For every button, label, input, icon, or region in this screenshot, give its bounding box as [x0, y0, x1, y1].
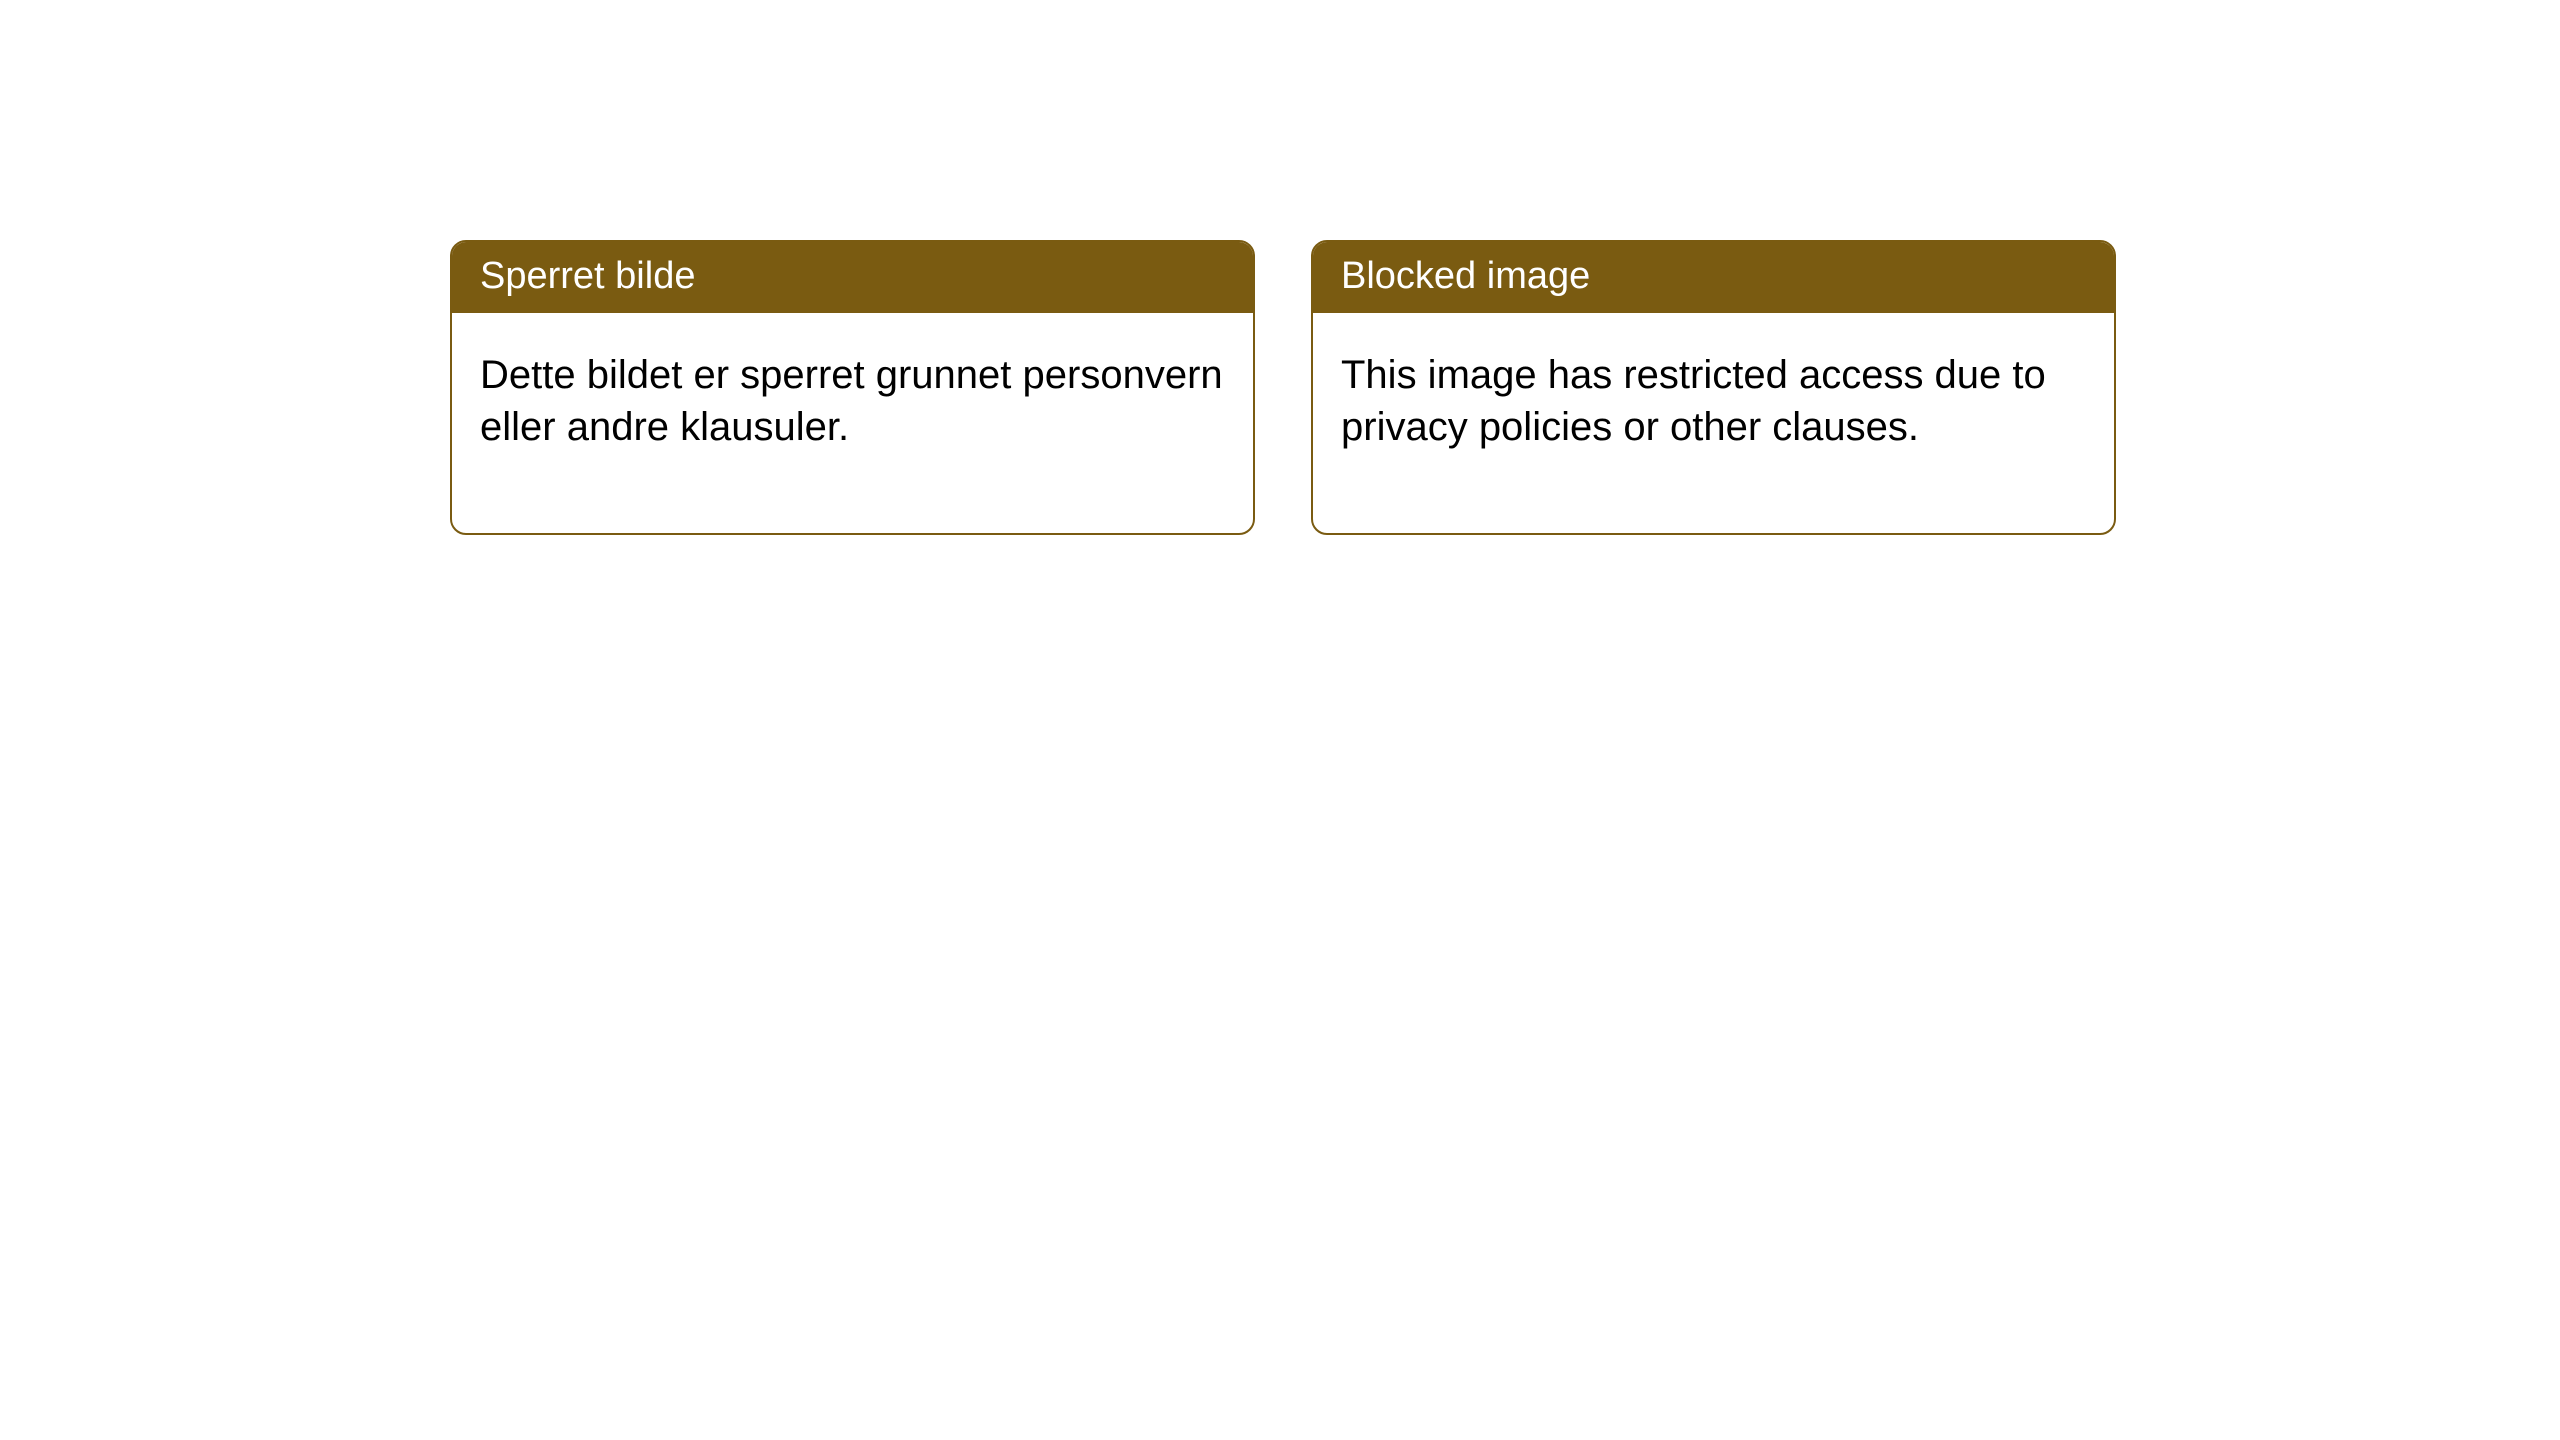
notice-card-norwegian: Sperret bilde Dette bildet er sperret gr… [450, 240, 1255, 535]
notice-body: This image has restricted access due to … [1313, 313, 2114, 533]
notice-header: Sperret bilde [452, 242, 1253, 313]
notice-container: Sperret bilde Dette bildet er sperret gr… [0, 0, 2560, 535]
notice-card-english: Blocked image This image has restricted … [1311, 240, 2116, 535]
notice-header: Blocked image [1313, 242, 2114, 313]
notice-body: Dette bildet er sperret grunnet personve… [452, 313, 1253, 533]
